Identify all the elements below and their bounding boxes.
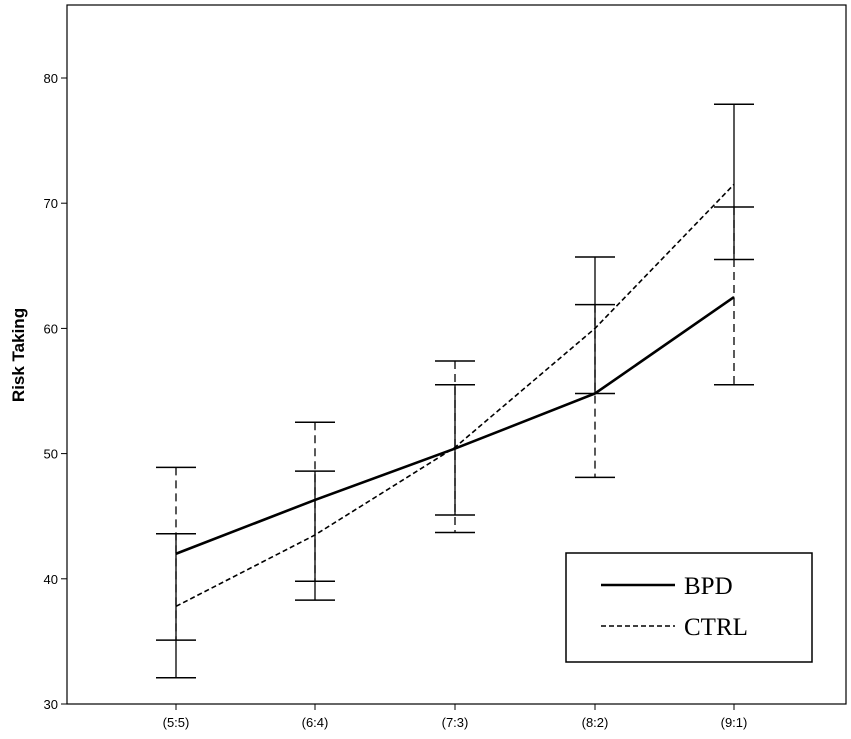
- error-bar-ctrl: [156, 466, 196, 641]
- point-bpd: [733, 296, 735, 298]
- point-ctrl: [594, 327, 596, 329]
- error-bar-ctrl: [575, 303, 615, 479]
- error-bar-ctrl: [714, 206, 754, 386]
- x-tick-label: (6:4): [302, 715, 329, 730]
- error-bar-ctrl: [295, 421, 335, 583]
- point-bpd: [314, 499, 316, 501]
- legend: BPD CTRL: [565, 552, 813, 663]
- y-tick-label: 70: [44, 196, 58, 211]
- y-tick-label: 60: [44, 321, 58, 336]
- point-bpd: [594, 393, 596, 395]
- x-tick-label: (7:3): [442, 715, 469, 730]
- plot-frame: [66, 4, 847, 705]
- point-ctrl: [733, 183, 735, 185]
- x-axis-ticks: (5:5) (6:4) (7:3) (8:2) (9:1): [163, 704, 748, 730]
- point-ctrl: [454, 446, 456, 448]
- x-tick-label: (9:1): [721, 715, 748, 730]
- x-tick-label: (5:5): [163, 715, 190, 730]
- y-axis-ticks: 30 40 50 60 70 80: [44, 71, 67, 712]
- series-layer: [156, 103, 754, 679]
- x-tick-label: (8:2): [582, 715, 609, 730]
- legend-label-bpd: BPD: [684, 573, 733, 600]
- legend-label-ctrl: CTRL: [684, 614, 748, 641]
- y-tick-label: 50: [44, 447, 58, 462]
- y-tick-label: 80: [44, 71, 58, 86]
- point-ctrl: [175, 605, 177, 607]
- y-axis-title: Risk Taking: [9, 308, 28, 402]
- point-bpd: [175, 553, 177, 555]
- y-tick-label: 30: [44, 697, 58, 712]
- y-tick-label: 40: [44, 572, 58, 587]
- series-ctrl: [156, 183, 754, 641]
- point-ctrl: [314, 534, 316, 536]
- legend-box: [565, 552, 813, 663]
